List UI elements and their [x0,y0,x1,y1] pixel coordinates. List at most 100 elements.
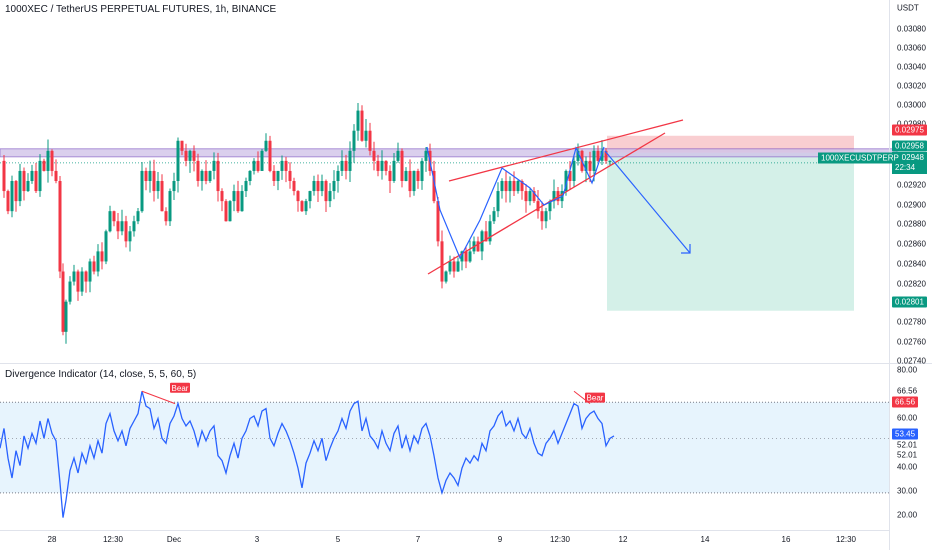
candle-body [260,150,264,171]
candle-body [540,211,544,222]
candle-body [572,160,576,181]
candle-body [388,170,392,181]
candle-body [80,271,84,292]
candle-body [148,170,152,181]
candle-body [304,201,308,212]
candle-body [18,170,22,202]
zigzag-pattern [426,146,605,260]
time-tick-label: Dec [166,535,182,544]
price-tick-label: 0.02860 [897,239,926,249]
indicator-band [0,402,889,493]
price-tick-label: 0.02980 [897,120,926,129]
candle-body [232,191,236,202]
time-tick-label: 14 [700,535,710,544]
projection-arrow [604,150,691,254]
candle-body [208,170,212,181]
indicator-tick-label: 40.00 [897,462,918,472]
divergence-line-1 [141,390,176,405]
candle-body [192,150,196,161]
candle-body [76,271,80,292]
time-tick-label: 12:30 [549,535,571,544]
candle-body [200,170,204,181]
candle-body [34,170,38,192]
candle-body [22,170,26,192]
candle-body [72,271,76,282]
wedge-upper-trendline [448,119,684,182]
candle-body [6,191,10,212]
pane-divider[interactable] [0,363,932,364]
candle-body [316,181,320,192]
symbol-tag: 1000XECUSDTPERP [818,152,902,164]
candle-body [604,150,608,161]
candle-body [124,221,128,242]
indicator-line [0,391,615,518]
candle-body [416,170,420,181]
candle-body [596,150,600,161]
candle-body [528,191,532,202]
time-tick-label: 9 [497,535,503,544]
time-tick-label: 16 [781,535,791,544]
candle-body [188,150,192,161]
countdown-value: 22:34 [895,163,916,172]
candle-body [552,191,556,202]
stop-price-badge: 0.02975 [892,124,927,136]
candle-body [120,221,124,232]
candle-body [524,191,528,202]
candle-body [280,160,284,171]
candle-body [400,150,404,181]
candle-body [112,211,116,222]
candle-body [92,261,96,272]
candle-body [468,251,472,262]
candle-body [256,160,260,171]
candle-body [532,191,536,202]
candle-body [164,211,168,222]
bear-label-text: Bear [587,394,604,403]
candle-body [352,130,356,151]
candle-body [268,140,272,171]
candle-body [368,130,372,151]
candle-body [500,181,504,192]
candle-body [144,170,148,181]
currency-label: USDT [897,3,919,13]
candle-body [284,160,288,171]
price-tick-label: 0.03020 [897,81,926,91]
candle-body [292,181,296,192]
candle-body [176,140,180,181]
price-tick-label: 0.02760 [897,337,926,347]
candle-body [444,271,448,282]
last-price-value: 0.02948 [895,153,924,162]
candle-body [344,160,348,171]
indicator-upper-badge: 66.56 [892,396,919,408]
indicator-tick-label: 60.00 [897,413,918,423]
candle-body [10,181,14,212]
candle-body [576,150,580,161]
candle-body [58,181,62,272]
candle-body [296,191,300,202]
candle-body [376,160,380,171]
candle-body [240,191,244,212]
resistance-zone [0,148,898,158]
candle-body [116,221,120,232]
candle-body [396,150,400,161]
candle-body [496,191,500,212]
candle-body [2,160,6,192]
candle-body [128,231,132,242]
candle-body [14,181,18,202]
candle-body [248,170,252,181]
time-tick-label: 12 [618,535,628,544]
candle-body [300,201,304,212]
candle-body [184,150,188,161]
candle-body [464,251,468,262]
candle-body [46,150,50,171]
candle-body [30,170,34,181]
candle-body [312,181,316,192]
candle-body [96,251,100,272]
candle-body [244,181,248,192]
candle-body [592,150,596,171]
candle-body [168,191,172,222]
candle-body [332,181,336,192]
time-axis[interactable] [0,530,889,531]
price-axis[interactable] [889,0,890,550]
candle-body [108,211,112,232]
